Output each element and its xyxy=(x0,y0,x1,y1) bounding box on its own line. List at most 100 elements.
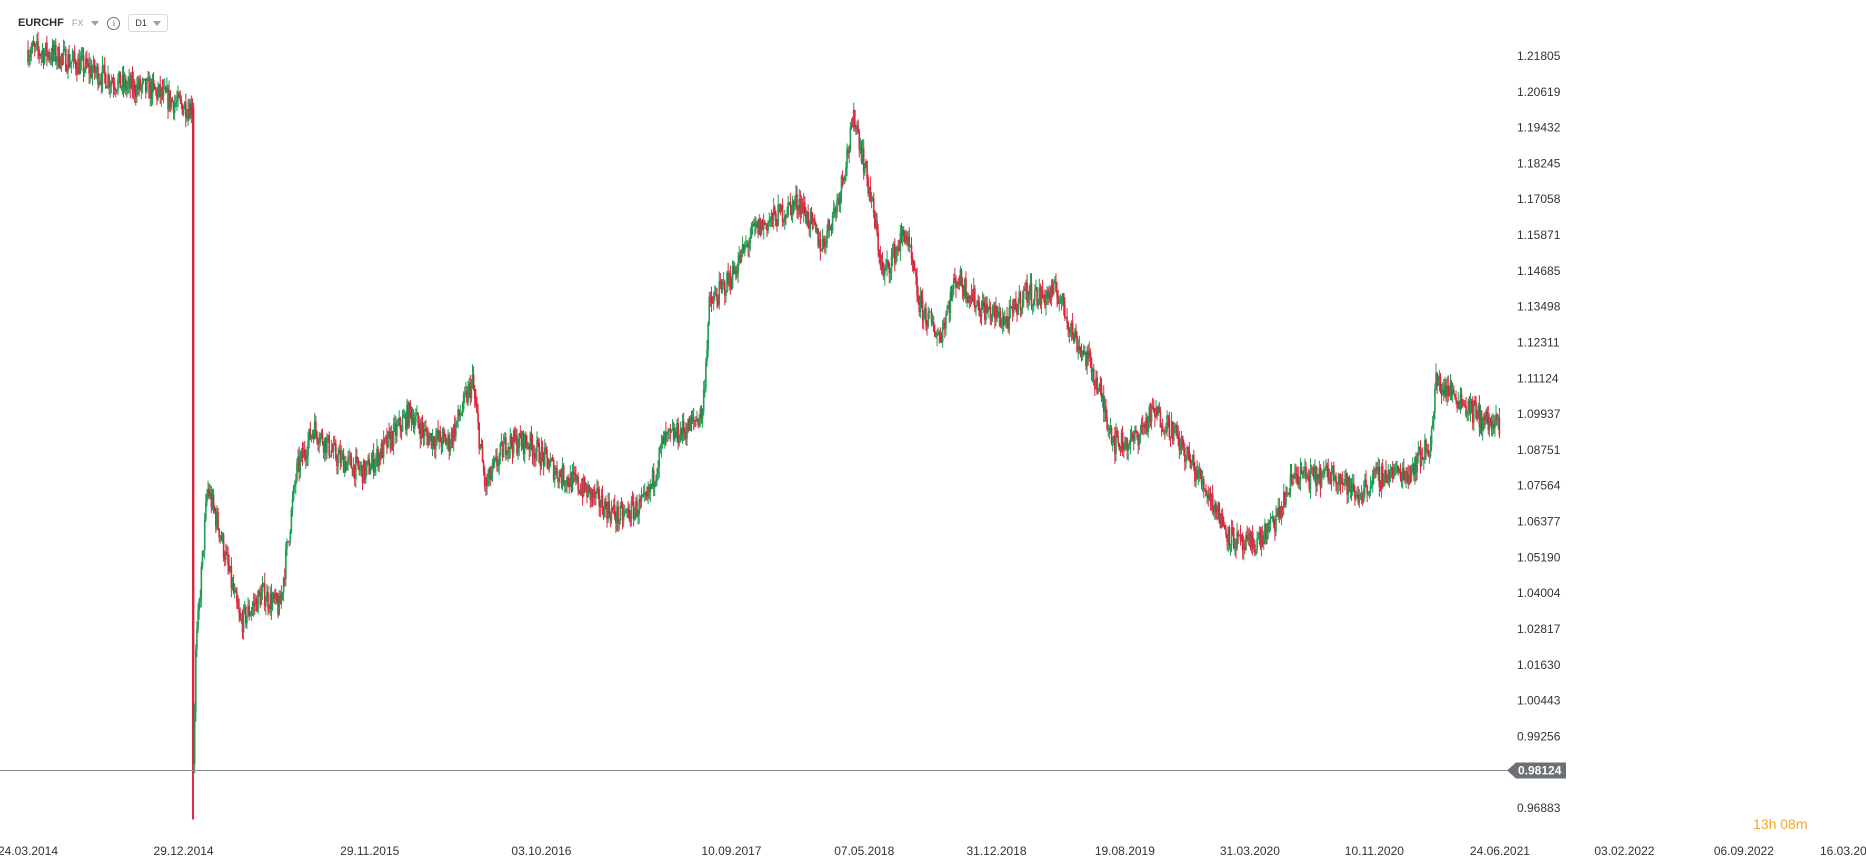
candle-body xyxy=(235,590,237,593)
candle-body xyxy=(1261,535,1264,545)
candle-body xyxy=(880,261,883,266)
candle-body xyxy=(628,509,631,519)
candle-body xyxy=(331,450,334,452)
candle-body xyxy=(898,248,901,252)
candle-body xyxy=(711,302,714,304)
candle-body xyxy=(962,290,965,296)
candle-body xyxy=(643,492,646,494)
symbol-label[interactable]: EURCHF xyxy=(18,17,64,29)
candle-body xyxy=(1360,494,1363,496)
candle-body xyxy=(1325,465,1327,470)
candle-body xyxy=(458,409,460,417)
candle-body xyxy=(1084,351,1086,355)
candle-body xyxy=(899,233,902,252)
candle-body xyxy=(551,459,554,461)
candle-body xyxy=(889,272,892,274)
candle-body xyxy=(1037,301,1039,306)
candle-body xyxy=(1471,403,1474,423)
candle-body xyxy=(768,222,771,223)
candle-body xyxy=(176,100,178,103)
candle-body xyxy=(699,408,702,419)
candle-body xyxy=(1240,535,1243,539)
y-axis[interactable]: 1.21805 1.20619 1.19432 1.18245 1.17058 1.158… xyxy=(1517,49,1561,815)
candle-body xyxy=(365,466,367,480)
candle-body xyxy=(133,81,136,95)
candle-body xyxy=(881,261,884,269)
candle-body xyxy=(860,146,863,162)
candle-body xyxy=(347,456,349,463)
candle-body xyxy=(335,444,337,459)
candle-body xyxy=(500,442,503,445)
candle-body xyxy=(119,71,122,89)
candle-body xyxy=(911,258,914,263)
candle-body xyxy=(1346,473,1348,495)
candle-body xyxy=(885,265,887,270)
info-icon[interactable]: i xyxy=(107,16,121,30)
candle-body xyxy=(409,402,412,409)
candle-body xyxy=(1175,425,1177,427)
candle-body xyxy=(380,442,383,459)
candle-body xyxy=(216,512,218,527)
candle-body xyxy=(1179,447,1182,450)
candle-body xyxy=(1051,284,1054,294)
candle-body xyxy=(1020,307,1023,311)
candle-body xyxy=(972,288,975,302)
candle-body xyxy=(755,223,757,226)
candle-body xyxy=(859,146,862,150)
candle-body xyxy=(965,278,967,300)
candle-body xyxy=(523,434,526,455)
candle-body xyxy=(1276,515,1278,517)
candle-body xyxy=(124,78,127,91)
candle-body xyxy=(248,606,250,617)
candle-body xyxy=(296,462,298,480)
x-axis[interactable]: 24.03.2014 29.12.2014 29.11.2015 03.10.2016… xyxy=(0,844,1866,858)
candle-body xyxy=(931,322,934,323)
candle-body xyxy=(830,226,833,231)
candle-body xyxy=(1306,475,1308,477)
candle-body xyxy=(1453,389,1455,395)
candle-body xyxy=(507,447,509,455)
candle-body xyxy=(875,220,877,228)
x-tick-label: 03.02.2022 xyxy=(1594,844,1654,858)
candle-body xyxy=(868,187,871,194)
countdown-hours-unit: h xyxy=(1768,816,1777,832)
candle-body xyxy=(479,444,482,449)
candle-body xyxy=(869,187,872,201)
candle-body xyxy=(137,84,139,90)
price-tag-label: 0.98124 xyxy=(1518,764,1562,778)
candle-body xyxy=(918,301,921,313)
candle-body xyxy=(1098,384,1101,391)
candle-body xyxy=(1232,527,1235,549)
candle-body xyxy=(852,110,855,127)
x-tick-label: 24.06.2021 xyxy=(1470,844,1530,858)
candle-body xyxy=(1076,336,1078,352)
candle-body xyxy=(372,452,375,473)
candle-body xyxy=(1389,469,1392,479)
timeframe-chevron-down-icon xyxy=(152,20,161,26)
timeframe-select[interactable]: D1 xyxy=(128,14,168,32)
candle-body xyxy=(359,467,362,471)
candle-body xyxy=(942,322,945,327)
candle-body xyxy=(1027,291,1029,303)
candle-body xyxy=(1189,459,1192,469)
candle-body xyxy=(701,411,704,419)
candle-body xyxy=(1434,388,1436,413)
candle-body xyxy=(1473,400,1475,423)
candle-body xyxy=(729,273,732,287)
candle-body xyxy=(1316,474,1318,487)
candle-body xyxy=(469,383,472,399)
candle-body xyxy=(509,435,512,449)
symbol-dropdown-caret-icon[interactable] xyxy=(91,20,100,26)
candle-body xyxy=(1390,467,1393,470)
candle-body xyxy=(482,462,485,473)
candlestick-series xyxy=(27,31,1501,820)
candle-body xyxy=(573,473,576,475)
candle-body xyxy=(1357,494,1360,503)
candle-body xyxy=(1154,411,1156,417)
candle-body xyxy=(1166,415,1168,432)
candle-body xyxy=(719,281,722,284)
candle-body xyxy=(977,301,979,303)
candle-body xyxy=(69,63,72,67)
candle-body xyxy=(1302,470,1305,472)
